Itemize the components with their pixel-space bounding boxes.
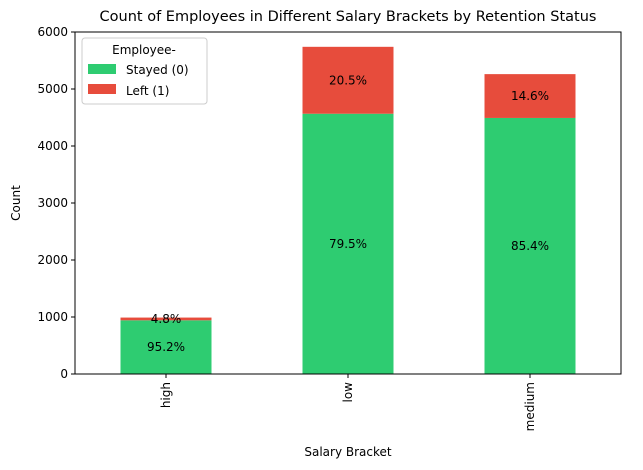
y-axis: 0 1000 2000 3000 4000 5000 6000 — [37, 25, 75, 381]
y-axis-label: Count — [9, 185, 23, 221]
bar-medium-left — [484, 74, 576, 118]
bar-label-low-stayed: 79.5% — [329, 237, 367, 251]
y-tick-label: 0 — [60, 367, 68, 381]
bar-high-left — [120, 317, 212, 321]
x-tick-label-medium: medium — [523, 382, 537, 431]
y-tick-label: 3000 — [37, 196, 68, 210]
bar-label-medium-stayed: 85.4% — [511, 239, 549, 253]
x-tick-label-low: low — [341, 382, 355, 403]
bar-label-high-left: 4.8% — [151, 312, 182, 326]
legend: Employee- Stayed (0) Left (1) — [81, 37, 208, 105]
legend-label-left: Left (1) — [126, 84, 169, 98]
y-tick-label: 1000 — [37, 310, 68, 324]
bar-low-stayed — [302, 113, 394, 374]
y-tick-label: 2000 — [37, 253, 68, 267]
y-tick-label: 5000 — [37, 82, 68, 96]
x-axis-label: Salary Bracket — [304, 445, 392, 459]
bar-label-high-stayed: 95.2% — [147, 340, 185, 354]
x-axis: high low medium — [159, 374, 537, 431]
legend-title: Employee- — [112, 43, 176, 57]
bars-layer — [120, 46, 576, 375]
chart-title: Count of Employees in Different Salary B… — [100, 9, 597, 25]
bar-label-medium-left: 14.6% — [511, 89, 549, 103]
bar-high-stayed — [120, 320, 212, 374]
legend-swatch-stayed — [88, 64, 116, 74]
bar-medium-stayed — [484, 117, 576, 375]
y-tick-label: 4000 — [37, 139, 68, 153]
y-tick-label: 6000 — [37, 25, 68, 39]
bar-label-low-left: 20.5% — [329, 73, 367, 87]
legend-swatch-left — [88, 84, 116, 94]
bar-labels-layer: 95.2% 4.8% 79.5% 20.5% 85.4% 14.6% — [147, 73, 549, 354]
legend-label-stayed: Stayed (0) — [126, 63, 189, 77]
x-tick-label-high: high — [159, 382, 173, 408]
bar-low-left — [302, 46, 394, 114]
